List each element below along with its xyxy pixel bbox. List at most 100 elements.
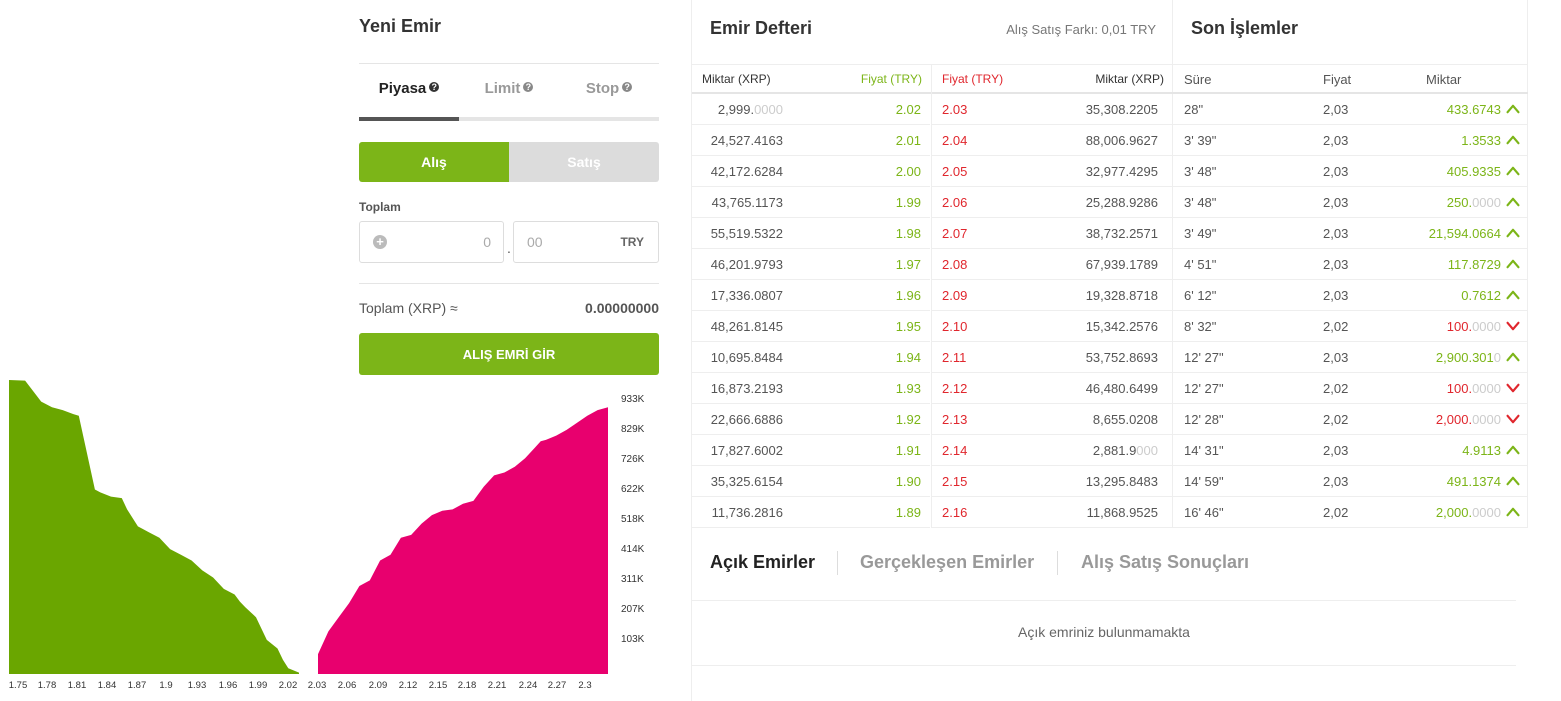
bid-amount-header[interactable]: Miktar (XRP) (702, 72, 771, 86)
bid-cell-group[interactable]: 24,527.4163 2.01 (692, 125, 930, 156)
ask-cell-group[interactable]: 2.07 38,732.2571 (932, 218, 1174, 249)
trade-price: 2,02 (1323, 412, 1349, 427)
help-icon[interactable]: ? (523, 82, 534, 92)
bid-cell-group[interactable]: 42,172.6284 2.00 (692, 156, 930, 187)
bid-cell-group[interactable]: 10,695.8484 1.94 (692, 342, 930, 373)
total-decimal-placeholder: 00 (527, 234, 543, 250)
trade-price: 2,02 (1323, 319, 1349, 334)
bid-cell-group[interactable]: 55,519.5322 1.98 (692, 218, 930, 249)
ask-amount: 67,939.1789 (1085, 257, 1158, 272)
ask-price: 2.03 (942, 102, 968, 117)
tab-trade-results[interactable]: Alış Satış Sonuçları (1081, 552, 1250, 572)
ask-amount-header[interactable]: Miktar (XRP) (1095, 72, 1164, 86)
ask-cell-group[interactable]: 2.08 67,939.1789 (932, 249, 1174, 280)
ask-cell-group[interactable]: 2.13 8,655.0208 (932, 404, 1174, 435)
bid-price: 1.98 (895, 226, 921, 241)
order-book-row[interactable]: 22,666.6886 1.92 2.13 8,655.0208 (692, 404, 1174, 435)
order-book-row[interactable]: 16,873.2193 1.93 2.12 46,480.6499 (692, 373, 1174, 404)
bid-price-header[interactable]: Fiyat (TRY) (860, 72, 922, 86)
trade-row: 14' 59" 2,03 491.1374 (1173, 466, 1528, 497)
order-book-row[interactable]: 24,527.4163 2.01 2.04 88,006.9627 (692, 125, 1174, 156)
trade-time: 14' 31" (1184, 443, 1224, 458)
ask-amount: 8,655.0208 (1092, 412, 1158, 427)
bid-cell-group[interactable]: 48,261.8145 1.95 (692, 311, 930, 342)
arrow-up-icon (1506, 228, 1520, 238)
order-book-row[interactable]: 11,736.2816 1.89 2.16 11,868.9525 (692, 497, 1174, 528)
bid-cell-group[interactable]: 46,201.9793 1.97 (692, 249, 930, 280)
trade-amount: 1.3533 (1461, 133, 1501, 148)
tab-open-orders[interactable]: Açık Emirler (710, 552, 816, 572)
ask-cell-group[interactable]: 2.11 53,752.8693 (932, 342, 1174, 373)
tab-stop[interactable]: Stop? (559, 64, 659, 122)
trade-time: 28" (1184, 102, 1204, 117)
order-book-row[interactable]: 35,325.6154 1.90 2.15 13,295.8483 (692, 466, 1174, 497)
help-icon[interactable]: ? (622, 82, 633, 92)
ask-cell-group[interactable]: 2.10 15,342.2576 (932, 311, 1174, 342)
bid-price: 1.89 (895, 505, 921, 520)
bid-amount: 16,873.2193 (710, 381, 783, 396)
ask-amount: 25,288.9286 (1085, 195, 1158, 210)
bid-cell-group[interactable]: 43,765.1173 1.99 (692, 187, 930, 218)
order-book-row[interactable]: 43,765.1173 1.99 2.06 25,288.9286 (692, 187, 1174, 218)
order-book-row[interactable]: 17,336.0807 1.96 2.09 19,328.8718 (692, 280, 1174, 311)
decimal-separator: . (507, 240, 511, 256)
bid-amount: 55,519.5322 (710, 226, 783, 241)
book-separator (931, 64, 932, 528)
divider (692, 600, 1516, 601)
ask-cell-group[interactable]: 2.12 46,480.6499 (932, 373, 1174, 404)
trade-amount: 0.7612 (1461, 288, 1501, 303)
plus-circle-icon[interactable]: + (373, 235, 387, 249)
order-book-row[interactable]: 10,695.8484 1.94 2.11 53,752.8693 (692, 342, 1174, 373)
bid-price: 2.00 (895, 164, 921, 179)
submit-buy-order-button[interactable]: ALIŞ EMRİ GİR (359, 333, 659, 375)
ask-cell-group[interactable]: 2.15 13,295.8483 (932, 466, 1174, 497)
bid-cell-group[interactable]: 17,827.6002 1.91 (692, 435, 930, 466)
ask-cell-group[interactable]: 2.04 88,006.9627 (932, 125, 1174, 156)
sell-toggle-button[interactable]: Satış (509, 142, 659, 182)
divider (692, 665, 1516, 666)
order-book-row[interactable]: 46,201.9793 1.97 2.08 67,939.1789 (692, 249, 1174, 280)
order-book-row[interactable]: 55,519.5322 1.98 2.07 38,732.2571 (692, 218, 1174, 249)
order-book-row[interactable]: 2,999.0000 2.02 2.03 35,308.2205 (692, 94, 1174, 125)
tab-separator (837, 551, 838, 575)
x-tick-label: 1.81 (68, 680, 87, 691)
bid-amount: 10,695.8484 (710, 350, 783, 365)
bid-cell-group[interactable]: 17,336.0807 1.96 (692, 280, 930, 311)
tab-completed-orders[interactable]: Gerçekleşen Emirler (860, 552, 1035, 572)
ask-price: 2.06 (942, 195, 968, 210)
ask-cell-group[interactable]: 2.14 2,881.9000 (932, 435, 1174, 466)
ask-price-header[interactable]: Fiyat (TRY) (942, 72, 1004, 86)
ask-cell-group[interactable]: 2.06 25,288.9286 (932, 187, 1174, 218)
tab-limit[interactable]: Limit? (459, 64, 559, 122)
total-integer-field[interactable]: + 0 (359, 221, 504, 263)
bid-cell-group[interactable]: 35,325.6154 1.90 (692, 466, 930, 497)
ask-cell-group[interactable]: 2.09 19,328.8718 (932, 280, 1174, 311)
total-decimal-field[interactable]: 00 TRY (513, 221, 659, 263)
trade-price: 2,03 (1323, 443, 1349, 458)
ask-amount: 32,977.4295 (1085, 164, 1158, 179)
tab-market[interactable]: Piyasa? (359, 64, 459, 122)
order-book-row[interactable]: 42,172.6284 2.00 2.05 32,977.4295 (692, 156, 1174, 187)
trade-time: 12' 28" (1184, 412, 1224, 427)
trade-time: 3' 39" (1184, 133, 1217, 148)
trade-price: 2,03 (1323, 350, 1349, 365)
order-book-row[interactable]: 48,261.8145 1.95 2.10 15,342.2576 (692, 311, 1174, 342)
bid-cell-group[interactable]: 11,736.2816 1.89 (692, 497, 930, 528)
trade-time: 3' 49" (1184, 226, 1217, 241)
x-tick-label: 2.21 (488, 680, 507, 691)
ask-cell-group[interactable]: 2.05 32,977.4295 (932, 156, 1174, 187)
help-icon[interactable]: ? (429, 82, 440, 92)
ask-cell-group[interactable]: 2.16 11,868.9525 (932, 497, 1174, 528)
trade-amount: 2,000.0000 (1435, 412, 1501, 427)
bid-cell-group[interactable]: 22,666.6886 1.92 (692, 404, 930, 435)
ask-price: 2.04 (942, 133, 968, 148)
bid-amount: 17,336.0807 (710, 288, 783, 303)
bid-cell-group[interactable]: 16,873.2193 1.93 (692, 373, 930, 404)
buy-toggle-button[interactable]: Alış (359, 142, 509, 182)
ask-price: 2.12 (942, 381, 968, 396)
x-tick-label: 1.84 (98, 680, 117, 691)
order-book-row[interactable]: 17,827.6002 1.91 2.14 2,881.9000 (692, 435, 1174, 466)
bid-cell-group[interactable]: 2,999.0000 2.02 (692, 94, 930, 125)
bid-amount: 35,325.6154 (710, 474, 783, 489)
ask-cell-group[interactable]: 2.03 35,308.2205 (932, 94, 1174, 125)
